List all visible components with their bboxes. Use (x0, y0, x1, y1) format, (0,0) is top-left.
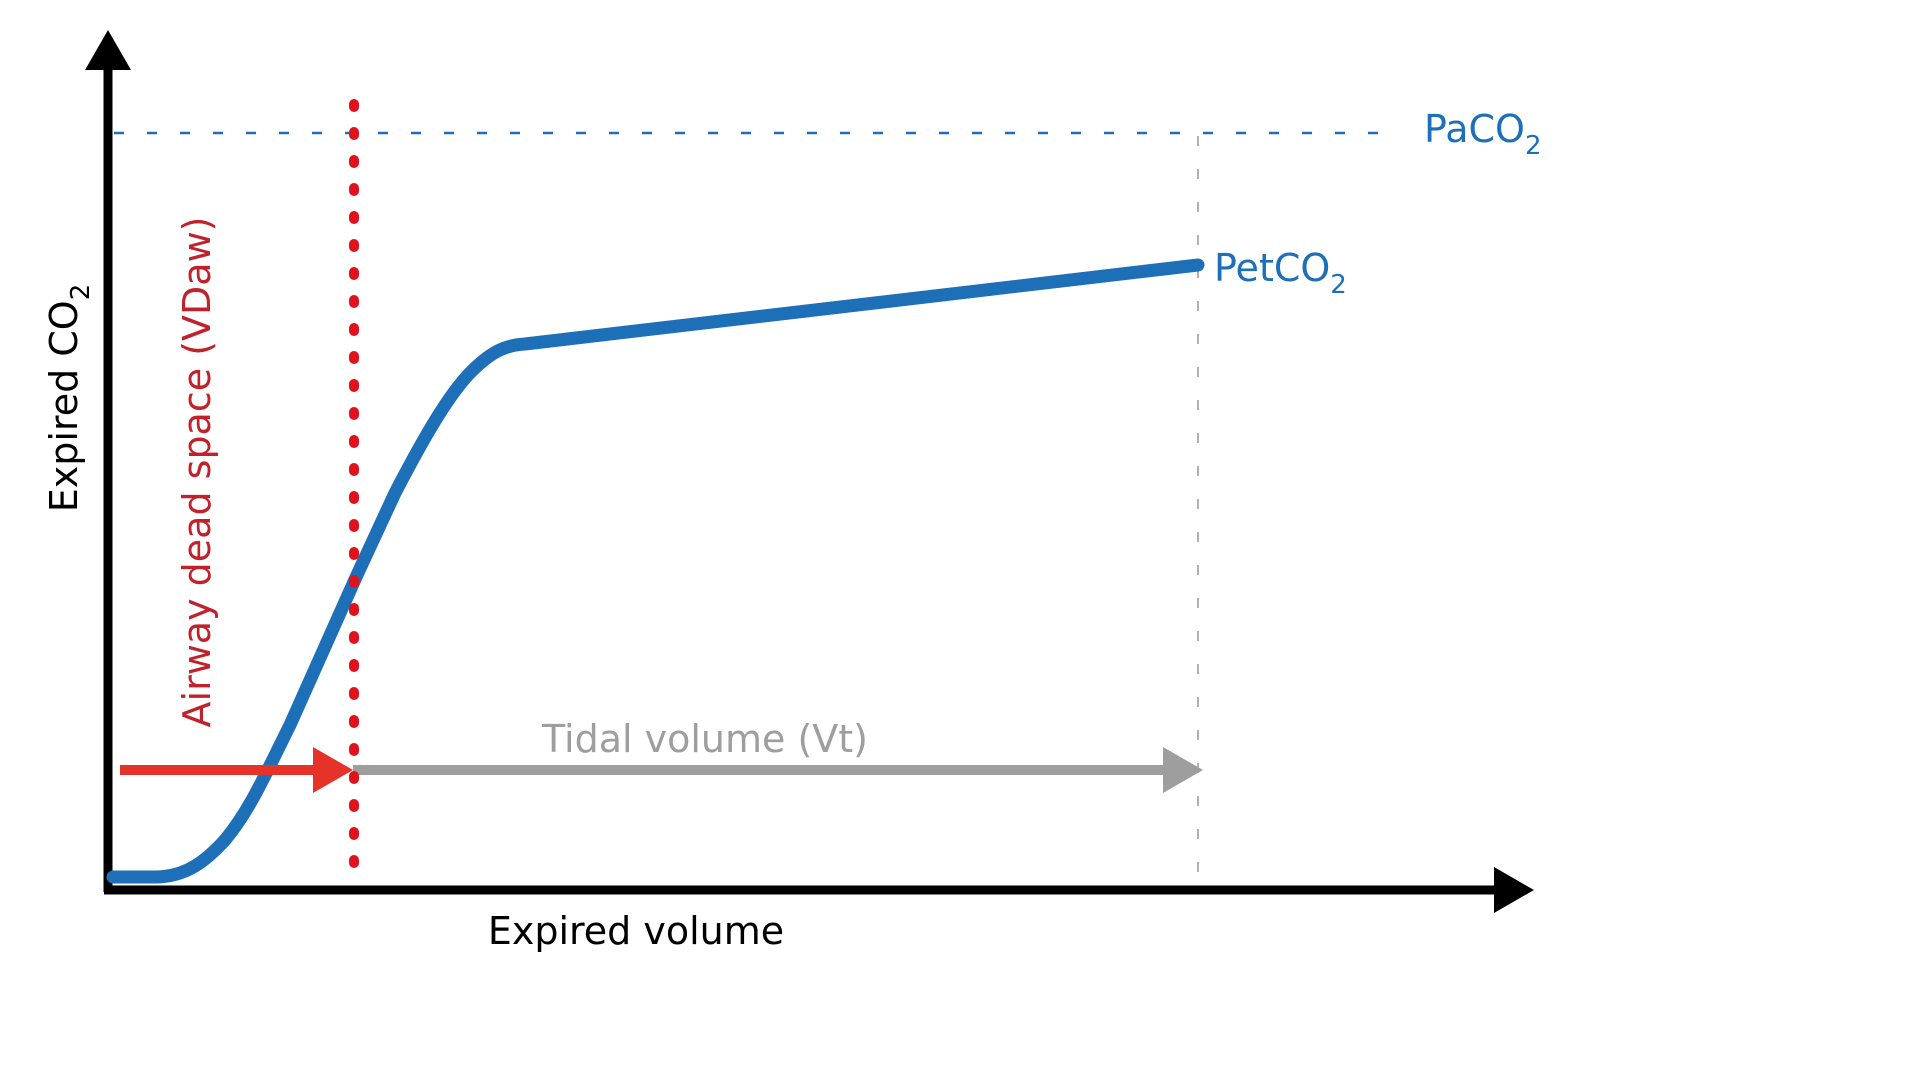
paco2-label-subscript: 2 (1525, 131, 1542, 161)
x-axis-arrowhead-icon (1494, 867, 1534, 913)
y-axis-label: Expired CO2 (42, 284, 96, 513)
x-axis-label: Expired volume (488, 909, 784, 953)
petco2-label-main: PetCO (1214, 246, 1330, 290)
paco2-label: PaCO2 (1424, 107, 1541, 161)
deadspace-arrowhead-icon (313, 747, 353, 793)
tidal-volume-label: Tidal volume (Vt) (541, 717, 868, 761)
paco2-label-main: PaCO (1424, 107, 1525, 151)
y-axis-label-subscript: 2 (66, 284, 96, 301)
petco2-label-subscript: 2 (1330, 270, 1347, 300)
y-axis-arrowhead-icon (85, 30, 131, 70)
expired-co2-curve (106, 258, 1205, 884)
deadspace-label: Airway dead space (VDaw) (175, 217, 219, 728)
tidal-volume-arrowhead-icon (1163, 747, 1203, 793)
petco2-label: PetCO2 (1214, 246, 1347, 300)
y-axis-label-main: Expired CO (42, 300, 86, 512)
